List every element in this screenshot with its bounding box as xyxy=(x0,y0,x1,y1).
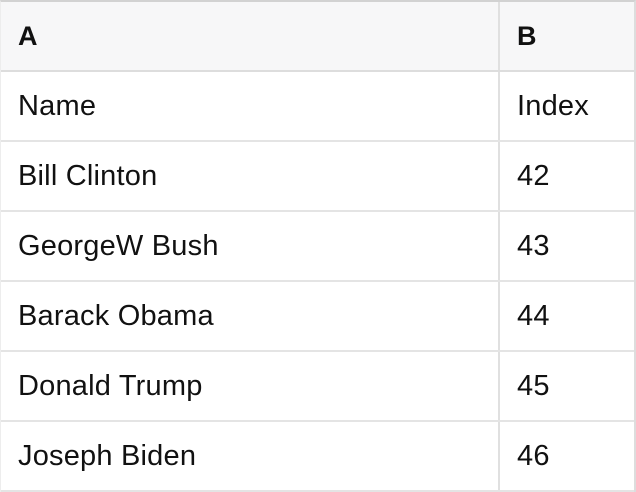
table-row: Donald Trump 45 xyxy=(1,352,634,422)
cell-text: 46 xyxy=(517,439,550,472)
cell-text: Donald Trump xyxy=(18,369,203,402)
cell-b5[interactable]: 45 xyxy=(500,352,634,420)
column-header-a[interactable]: A xyxy=(1,2,500,70)
column-header-a-label: A xyxy=(18,20,38,51)
cell-text: Name xyxy=(18,89,97,122)
cell-text: 44 xyxy=(517,299,550,332)
column-header-b-label: B xyxy=(517,20,537,51)
cell-a6[interactable]: Joseph Biden xyxy=(1,422,500,490)
cell-b6[interactable]: 46 xyxy=(500,422,634,490)
cell-a5[interactable]: Donald Trump xyxy=(1,352,500,420)
column-header-b[interactable]: B xyxy=(500,2,634,70)
cell-text: Barack Obama xyxy=(18,299,214,332)
cell-a4[interactable]: Barack Obama xyxy=(1,282,500,350)
cell-text: GeorgeW Bush xyxy=(18,229,219,262)
table-row: Name Index xyxy=(1,72,634,142)
table-row: Bill Clinton 42 xyxy=(1,142,634,212)
cell-b2[interactable]: 42 xyxy=(500,142,634,210)
table-row: Joseph Biden 46 xyxy=(1,422,634,492)
cell-text: Bill Clinton xyxy=(18,159,158,192)
cell-a1[interactable]: Name xyxy=(1,72,500,140)
cell-text: 42 xyxy=(517,159,550,192)
table-row: Barack Obama 44 xyxy=(1,282,634,352)
cell-b4[interactable]: 44 xyxy=(500,282,634,350)
table-row: GeorgeW Bush 43 xyxy=(1,212,634,282)
cell-a3[interactable]: GeorgeW Bush xyxy=(1,212,500,280)
cell-text: 45 xyxy=(517,369,550,402)
cell-text: 43 xyxy=(517,229,550,262)
cell-a2[interactable]: Bill Clinton xyxy=(1,142,500,210)
cell-b1[interactable]: Index xyxy=(500,72,634,140)
cell-b3[interactable]: 43 xyxy=(500,212,634,280)
header-row: A B xyxy=(1,2,634,72)
cell-text: Index xyxy=(517,89,589,122)
cell-text: Joseph Biden xyxy=(18,439,197,472)
